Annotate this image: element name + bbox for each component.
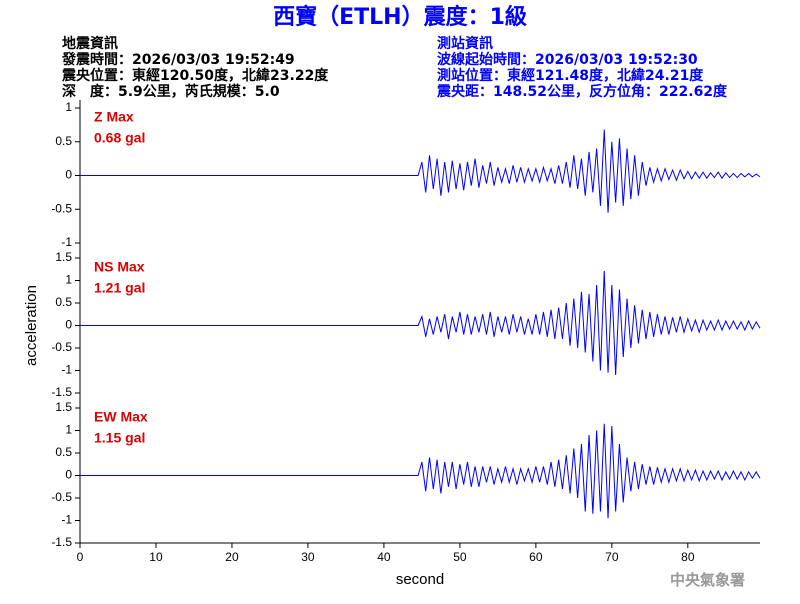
y-tick-label: -1 xyxy=(61,363,72,377)
y-tick-label: -1.5 xyxy=(51,385,72,399)
y-tick-label: 0.5 xyxy=(55,295,72,309)
waveform xyxy=(80,129,761,213)
y-tick-label: -0.5 xyxy=(51,340,72,354)
waveform xyxy=(80,423,761,519)
x-tick-label: 10 xyxy=(149,550,163,564)
info-right: 波線起始時間：2026/03/03 19:52:30 xyxy=(437,51,698,68)
y-tick-label: 0.5 xyxy=(55,134,72,148)
x-tick-label: 0 xyxy=(77,550,84,564)
y-tick-label: 1 xyxy=(65,423,72,437)
y-tick-label: -1 xyxy=(61,235,72,249)
x-tick-label: 70 xyxy=(605,550,619,564)
info-right: 震央距：148.52公里，反方位角：222.62度 xyxy=(436,83,728,100)
chart-title: 西寶（ETLH）震度：1級 xyxy=(273,4,527,30)
info-left: 地震資訊 xyxy=(62,35,118,52)
annotation: NS Max xyxy=(94,259,145,275)
info-right: 測站資訊 xyxy=(437,35,493,52)
annotation: 1.21 gal xyxy=(94,280,145,296)
y-tick-label: 0 xyxy=(65,168,72,182)
info-left: 發震時間：2026/03/03 19:52:49 xyxy=(61,51,295,68)
y-tick-label: 0 xyxy=(65,318,72,332)
x-tick-label: 50 xyxy=(453,550,467,564)
annotation: 0.68 gal xyxy=(94,130,145,146)
y-tick-label: 0.5 xyxy=(55,445,72,459)
y-tick-label: -1 xyxy=(61,513,72,527)
annotation: Z Max xyxy=(94,109,134,125)
y-tick-label: -1.5 xyxy=(51,535,72,549)
x-tick-label: 80 xyxy=(681,550,695,564)
x-tick-label: 40 xyxy=(377,550,391,564)
y-tick-label: 1 xyxy=(65,273,72,287)
y-tick-label: 1.5 xyxy=(55,400,72,414)
y-tick-label: 1.5 xyxy=(55,250,72,264)
y-tick-label: -0.5 xyxy=(51,490,72,504)
waveform xyxy=(80,271,761,376)
y-tick-label: 1 xyxy=(65,100,72,114)
info-right: 測站位置：東經121.48度，北緯24.21度 xyxy=(437,67,704,84)
y-tick-label: 0 xyxy=(65,468,72,482)
x-tick-label: 30 xyxy=(301,550,315,564)
credit: 中央氣象署 xyxy=(670,571,745,589)
x-tick-label: 60 xyxy=(529,550,543,564)
y-tick-label: -0.5 xyxy=(51,201,72,215)
y-axis-label: acceleration xyxy=(23,285,40,366)
info-left: 深 度：5.9公里，芮氏規模：5.0 xyxy=(62,83,280,100)
annotation: 1.15 gal xyxy=(94,430,145,446)
info-left: 震央位置：東經120.50度，北緯23.22度 xyxy=(61,67,329,84)
annotation: EW Max xyxy=(94,409,148,425)
x-axis-label: second xyxy=(396,571,444,588)
x-tick-label: 20 xyxy=(225,550,239,564)
